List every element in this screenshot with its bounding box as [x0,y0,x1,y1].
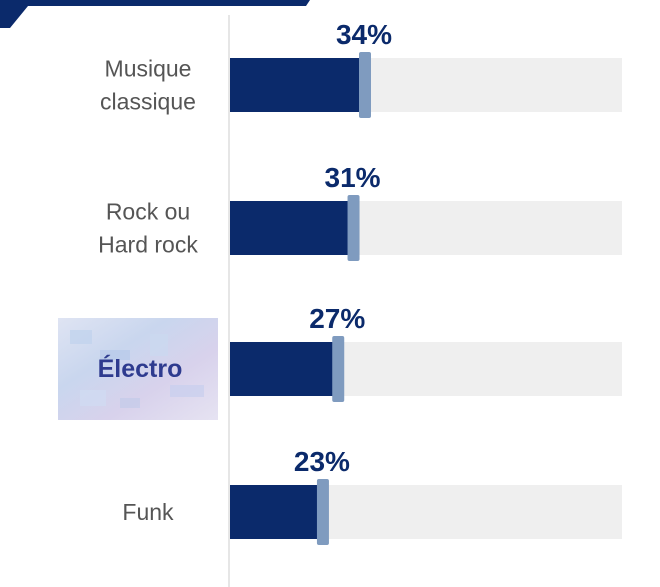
bar [230,201,349,255]
data-label: 23% [294,446,350,477]
category-label: Électro [98,354,183,383]
bar-cap [347,195,360,261]
bar [230,342,334,396]
bars-group: 34% 31% 27% 23% [230,19,622,545]
bar [230,485,318,539]
corner-banner [0,0,310,28]
category-label: Rock ou Hard rock [98,199,198,258]
category-label: Musique classique [100,56,196,115]
electro-highlight-image [58,318,218,420]
category-labels-group: Musique classique Rock ou Hard rock Électro F… [98,56,199,526]
category-label: Funk [122,499,174,525]
data-label: 34% [336,19,392,50]
bar-cap [359,52,371,118]
bar-cap [316,479,329,545]
data-label: 31% [325,162,381,193]
data-label: 27% [309,303,365,334]
bar [230,58,360,112]
bar-cap [332,336,345,402]
